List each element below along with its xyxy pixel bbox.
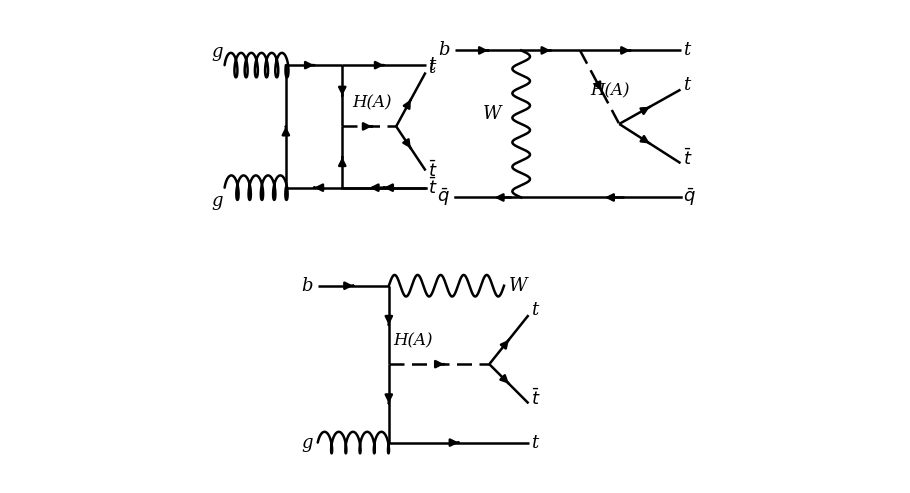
Text: b: b: [439, 41, 450, 60]
Text: t: t: [428, 56, 435, 74]
Text: g: g: [211, 192, 223, 210]
Text: $\bar{t}$: $\bar{t}$: [428, 160, 438, 181]
Text: W: W: [483, 105, 501, 123]
Text: t: t: [531, 301, 538, 319]
Text: t: t: [428, 59, 435, 76]
Text: t: t: [682, 41, 690, 60]
Text: g: g: [211, 43, 223, 61]
Text: H(A): H(A): [590, 82, 630, 99]
Text: t: t: [682, 76, 690, 94]
Text: $\bar{t}$: $\bar{t}$: [428, 177, 438, 198]
Text: H(A): H(A): [352, 95, 391, 112]
Text: H(A): H(A): [394, 332, 433, 350]
Text: g: g: [301, 433, 313, 452]
Text: $\bar{t}$: $\bar{t}$: [682, 148, 693, 169]
Text: t: t: [531, 433, 538, 452]
Text: b: b: [301, 277, 313, 295]
Text: $\bar{q}$: $\bar{q}$: [682, 187, 696, 208]
Text: $\bar{q}$: $\bar{q}$: [438, 187, 450, 208]
Text: $\bar{t}$: $\bar{t}$: [531, 388, 541, 409]
Text: W: W: [509, 277, 528, 295]
